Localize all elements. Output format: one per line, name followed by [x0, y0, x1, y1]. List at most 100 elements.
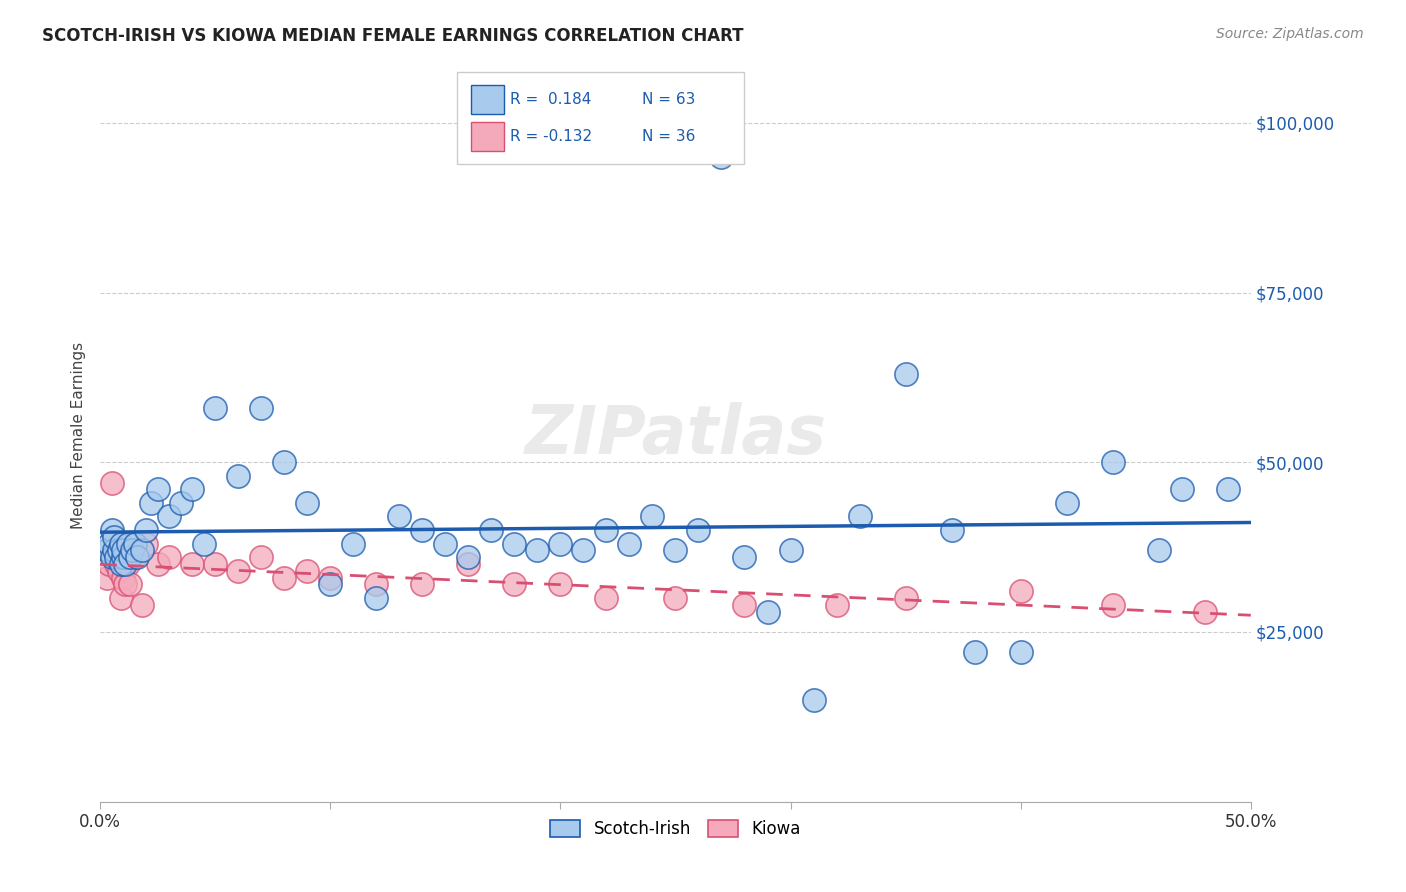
Point — [319, 577, 342, 591]
FancyBboxPatch shape — [471, 122, 503, 151]
Point — [297, 564, 319, 578]
Point — [112, 571, 135, 585]
Point — [526, 543, 548, 558]
Text: N = 63: N = 63 — [643, 92, 696, 107]
Point — [803, 692, 825, 706]
Point — [1101, 455, 1123, 469]
Point — [204, 557, 226, 571]
Point — [411, 577, 433, 591]
Point — [105, 557, 128, 571]
Point — [1194, 605, 1216, 619]
Point — [1101, 598, 1123, 612]
Point — [146, 557, 169, 571]
Point — [734, 598, 756, 612]
Point — [963, 645, 986, 659]
Text: N = 36: N = 36 — [643, 129, 696, 144]
Point — [98, 536, 121, 550]
Point — [550, 577, 572, 591]
Text: Source: ZipAtlas.com: Source: ZipAtlas.com — [1216, 27, 1364, 41]
Point — [110, 557, 132, 571]
Point — [894, 367, 917, 381]
Point — [96, 571, 118, 585]
Point — [117, 536, 139, 550]
Point — [146, 483, 169, 497]
FancyBboxPatch shape — [471, 86, 503, 113]
Point — [125, 550, 148, 565]
Point — [181, 557, 204, 571]
Point — [595, 591, 617, 605]
Point — [204, 401, 226, 415]
Point — [131, 598, 153, 612]
Point — [434, 536, 457, 550]
Point — [114, 577, 136, 591]
Point — [756, 605, 779, 619]
Point — [110, 536, 132, 550]
Point — [107, 543, 129, 558]
Point — [664, 543, 686, 558]
Point — [572, 543, 595, 558]
Point — [1147, 543, 1170, 558]
Point — [250, 550, 273, 565]
Point — [193, 536, 215, 550]
Legend: Scotch-Irish, Kiowa: Scotch-Irish, Kiowa — [544, 813, 807, 845]
Point — [342, 536, 364, 550]
Point — [100, 475, 122, 490]
Point — [110, 591, 132, 605]
Point — [181, 483, 204, 497]
Point — [118, 550, 141, 565]
Point — [457, 557, 479, 571]
Point — [100, 523, 122, 537]
Point — [457, 550, 479, 565]
Point — [779, 543, 801, 558]
Point — [112, 543, 135, 558]
Point — [1216, 483, 1239, 497]
Point — [503, 536, 526, 550]
Point — [273, 571, 295, 585]
Point — [131, 543, 153, 558]
Point — [1010, 645, 1032, 659]
Point — [479, 523, 502, 537]
Point — [319, 571, 342, 585]
Point — [1010, 584, 1032, 599]
Point — [103, 550, 125, 565]
Point — [124, 536, 146, 550]
Point — [1056, 496, 1078, 510]
Point — [118, 577, 141, 591]
Point — [366, 577, 388, 591]
Point — [710, 150, 733, 164]
Point — [103, 530, 125, 544]
Point — [503, 577, 526, 591]
Point — [103, 543, 125, 558]
Text: R = -0.132: R = -0.132 — [509, 129, 592, 144]
Point — [1170, 483, 1192, 497]
Point — [117, 557, 139, 571]
Point — [595, 523, 617, 537]
Point — [170, 496, 193, 510]
Point — [366, 591, 388, 605]
FancyBboxPatch shape — [457, 72, 745, 164]
Point — [139, 496, 162, 510]
Text: R =  0.184: R = 0.184 — [509, 92, 591, 107]
Point — [107, 564, 129, 578]
Point — [664, 591, 686, 605]
Point — [105, 550, 128, 565]
Point — [226, 564, 249, 578]
Point — [121, 543, 143, 558]
Point — [96, 543, 118, 558]
Point — [135, 536, 157, 550]
Point — [273, 455, 295, 469]
Text: SCOTCH-IRISH VS KIOWA MEDIAN FEMALE EARNINGS CORRELATION CHART: SCOTCH-IRISH VS KIOWA MEDIAN FEMALE EARN… — [42, 27, 744, 45]
Point — [641, 509, 664, 524]
Point — [98, 557, 121, 571]
Point — [135, 523, 157, 537]
Point — [157, 550, 180, 565]
Point — [550, 536, 572, 550]
Point — [112, 550, 135, 565]
Point — [114, 557, 136, 571]
Point — [226, 468, 249, 483]
Point — [388, 509, 411, 524]
Point — [157, 509, 180, 524]
Point — [894, 591, 917, 605]
Point — [825, 598, 848, 612]
Point — [619, 536, 641, 550]
